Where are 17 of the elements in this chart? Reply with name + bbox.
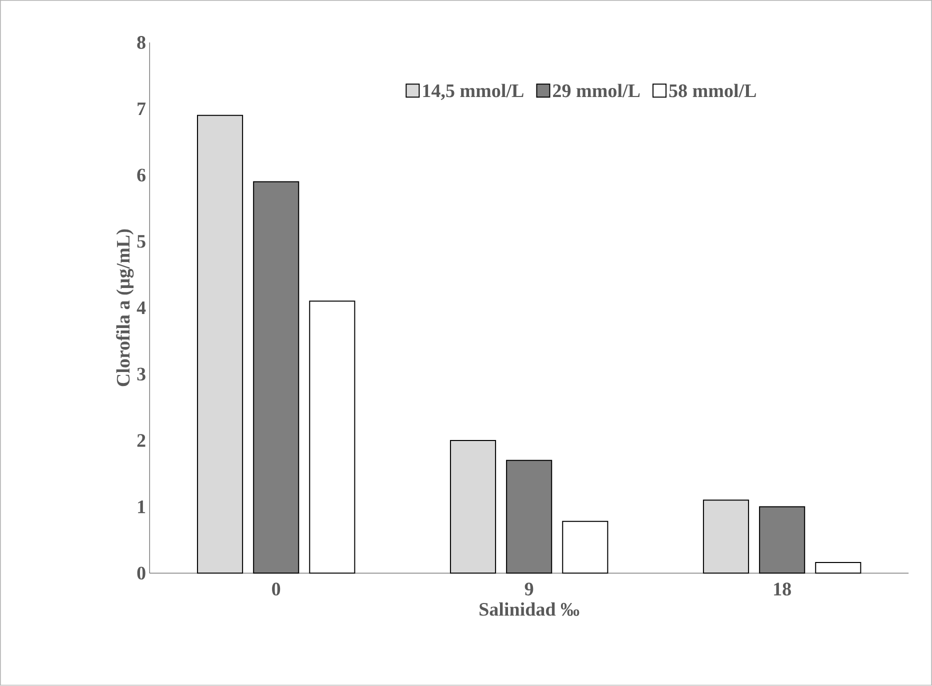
y-axis-title: Clorofila a (µg/mL) bbox=[116, 230, 134, 386]
x-tick-label: 18 bbox=[774, 582, 791, 596]
legend-label: 14,5 mmol/L bbox=[423, 84, 524, 100]
y-tick-label: 8 bbox=[137, 36, 146, 50]
x-axis-title: Salinidad ‰ bbox=[480, 602, 580, 616]
y-tick-label: 3 bbox=[137, 368, 146, 381]
y-tick-label: 7 bbox=[138, 102, 146, 116]
y-tick-label: 2 bbox=[137, 434, 146, 447]
legend-label: 29 mmol/L bbox=[553, 84, 640, 98]
x-tick-label: 9 bbox=[524, 582, 534, 596]
y-tick-label: 4 bbox=[136, 302, 146, 314]
legend-label: 58 mmol/L bbox=[669, 84, 756, 98]
y-tick-label: 5 bbox=[137, 235, 146, 248]
y-tick-label: 6 bbox=[137, 168, 146, 182]
y-tick-label: 1 bbox=[138, 500, 146, 514]
x-tick-label: 0 bbox=[272, 582, 280, 596]
y-tick-label: 0 bbox=[137, 566, 146, 580]
